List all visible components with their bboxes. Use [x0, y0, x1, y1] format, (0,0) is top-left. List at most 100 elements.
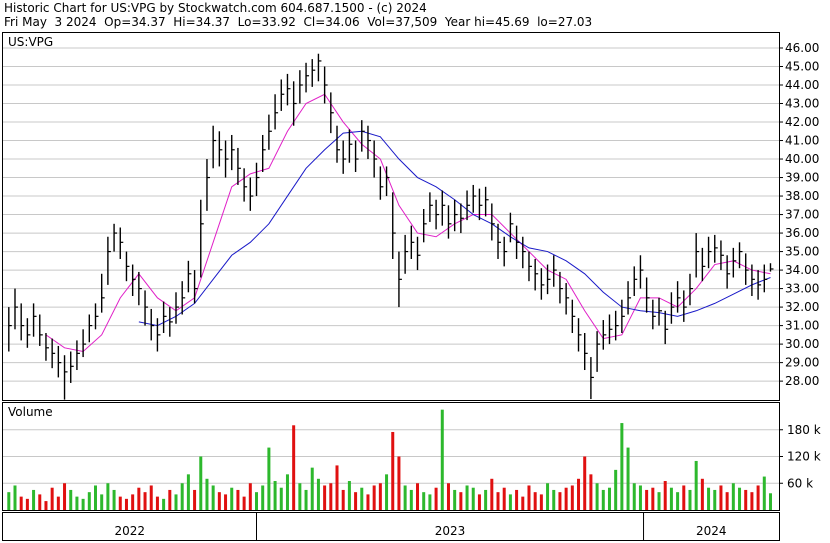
volume-bar [471, 487, 475, 510]
volume-bar [428, 494, 432, 510]
volume-bar [310, 467, 314, 510]
volume-bar [75, 496, 79, 510]
volume-bar [248, 483, 252, 510]
volume-bar [149, 485, 153, 510]
volume-label: Volume [8, 405, 53, 419]
volume-bar [620, 423, 624, 510]
volume-bar [267, 447, 271, 510]
y-tick-label: 41.00 [785, 134, 819, 148]
volume-bar [422, 492, 426, 510]
volume-bar [434, 487, 438, 510]
volume-bar [137, 487, 141, 510]
volume-bar [255, 492, 259, 510]
y-tick-label: 40.00 [785, 152, 819, 166]
volume-bar [397, 456, 401, 510]
volume-bar [205, 478, 209, 510]
volume-bar [645, 489, 649, 510]
volume-bar [508, 494, 512, 510]
volume-bar [378, 483, 382, 510]
volume-bar [651, 487, 655, 510]
volume-bar [725, 492, 729, 510]
volume-bar [707, 487, 711, 510]
volume-bar [366, 494, 370, 510]
volume-bar [477, 494, 481, 510]
volume-bar [242, 496, 246, 510]
volume-bar [143, 492, 147, 510]
y-tick-label: 42.00 [785, 115, 819, 129]
volume-bar [50, 487, 54, 510]
volume-bar [186, 474, 190, 510]
volume-bar [496, 492, 500, 510]
y-tick-label: 32.00 [785, 300, 819, 314]
volume-bar [211, 485, 215, 510]
volume-bar [292, 425, 296, 510]
volume-bar [638, 485, 642, 510]
volume-bar [595, 483, 599, 510]
volume-bar [63, 483, 67, 510]
volume-bar [174, 494, 178, 510]
y-tick-label: 29.00 [785, 356, 819, 370]
y-tick-label: 35.00 [785, 245, 819, 259]
volume-bar [230, 487, 234, 510]
x-tick-label: 2024 [696, 524, 727, 538]
y-tick-label: 33.00 [785, 282, 819, 296]
volume-bar [341, 489, 345, 510]
volume-bar [583, 456, 587, 510]
volume-bar [465, 485, 469, 510]
volume-bar [347, 481, 351, 510]
time-axis [2, 512, 780, 541]
volume-bar [323, 485, 327, 510]
volume-bar [87, 492, 91, 510]
y-tick-label: 45.00 [785, 59, 819, 73]
y-tick-label: 180 k [787, 423, 821, 437]
volume-bar [539, 494, 543, 510]
volume-bar [446, 483, 450, 510]
y-tick-label: 44.00 [785, 78, 819, 92]
y-tick-label: 39.00 [785, 171, 819, 185]
y-tick-label: 28.00 [785, 374, 819, 388]
volume-bar [607, 487, 611, 510]
volume-bar [279, 487, 283, 510]
volume-bar [38, 494, 42, 510]
volume-bar [738, 487, 742, 510]
volume-bar [453, 489, 457, 510]
volume-bar [236, 489, 240, 510]
y-tick-label: 46.00 [785, 41, 819, 55]
moving-average [45, 93, 771, 353]
y-tick-label: 120 k [787, 450, 821, 464]
volume-bar [69, 489, 73, 510]
volume-bar [731, 483, 735, 510]
volume-bar [440, 409, 444, 510]
volume-bar [180, 483, 184, 510]
volume-bar [19, 496, 23, 510]
y-tick-label: 34.00 [785, 263, 819, 277]
volume-bar [527, 485, 531, 510]
volume-bar [360, 487, 364, 510]
y-tick-label: 31.00 [785, 319, 819, 333]
volume-bar [106, 483, 110, 510]
volume-bar [217, 492, 221, 510]
volume-bar [261, 485, 265, 510]
volume-bar [94, 485, 98, 510]
x-tick-label: 2023 [435, 524, 466, 538]
volume-bar [168, 489, 172, 510]
volume-bar [100, 494, 104, 510]
volume-bar [564, 487, 568, 510]
volume-bar [335, 465, 339, 510]
price-panel [2, 32, 780, 401]
volume-bar [515, 489, 519, 510]
volume-bar [484, 489, 488, 510]
y-tick-label: 36.00 [785, 226, 819, 240]
volume-bar [682, 485, 686, 510]
volume-bar [193, 489, 197, 510]
volume-bar [669, 487, 673, 510]
volume-bar [570, 485, 574, 510]
volume-bar [32, 489, 36, 510]
volume-bar [614, 469, 618, 510]
volume-bar [601, 489, 605, 510]
volume-bar [199, 456, 203, 510]
chart-title: Historic Chart for US:VPG by Stockwatch.… [4, 1, 427, 15]
